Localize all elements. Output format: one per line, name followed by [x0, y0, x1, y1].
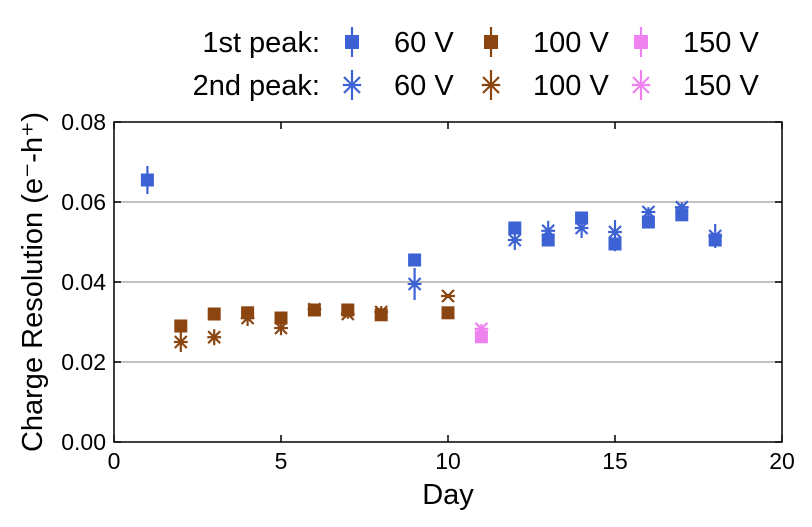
- y-tick-label: 0.08: [61, 109, 106, 135]
- star-marker-day-17: [674, 200, 689, 214]
- legend-marker-square-60v: [345, 27, 359, 57]
- legend-marker-square-100v: [484, 27, 498, 57]
- y-tick-label: 0.00: [61, 429, 106, 455]
- legend-entry-label: 100 V: [533, 70, 609, 102]
- star-marker-day-15: [608, 220, 622, 244]
- legend-marker-star-100v: [481, 70, 501, 100]
- legend-entry-label: 60 V: [394, 27, 454, 59]
- legend-row-label: 1st peak:: [202, 27, 320, 59]
- square-marker-day-3: [207, 307, 221, 321]
- x-tick-label: 5: [275, 448, 288, 474]
- legend: 1st peak: 60 V 100 V 150 V 2nd peak: 60 V 100 …: [193, 27, 759, 102]
- x-tick-label: 15: [602, 448, 628, 474]
- star-marker-day-10: [441, 289, 455, 303]
- axis-ticks: 0 5 10 15 20 0.00 0.02 0.04 0.06 0.08: [61, 109, 795, 474]
- star-marker-day-12: [507, 230, 522, 250]
- legend-entry-label: 150 V: [683, 70, 759, 102]
- star-marker-day-13: [541, 220, 556, 241]
- square-marker-day-1: [140, 166, 154, 194]
- gridlines: [114, 201, 782, 363]
- series-2nd-peak-100v: [173, 289, 455, 352]
- star-marker-day-11: [474, 322, 489, 336]
- legend-marker-square-150v: [634, 27, 648, 57]
- x-tick-label: 20: [769, 448, 795, 474]
- x-axis-title: Day: [422, 479, 474, 511]
- legend-entry-label: 100 V: [533, 27, 609, 59]
- star-marker-day-2: [173, 332, 188, 352]
- y-tick-label: 0.04: [61, 269, 106, 295]
- y-tick-label: 0.06: [61, 189, 106, 215]
- legend-marker-star-150v: [631, 70, 651, 100]
- data-points: [140, 166, 723, 352]
- square-marker-day-16: [641, 215, 655, 229]
- legend-entry-label: 60 V: [394, 70, 454, 102]
- square-marker-day-5: [274, 311, 288, 325]
- y-tick-label: 0.02: [61, 349, 106, 375]
- square-marker-day-10: [441, 306, 455, 320]
- star-marker-day-9: [407, 268, 422, 300]
- legend-row-label: 2nd peak:: [193, 70, 320, 102]
- star-marker-day-14: [574, 218, 589, 238]
- series-2nd-peak-150v: [474, 322, 489, 336]
- legend-marker-star-60v: [342, 70, 362, 100]
- x-tick-label: 0: [108, 448, 121, 474]
- series-2nd-peak-60v: [407, 200, 723, 300]
- star-marker-day-7: [340, 307, 355, 321]
- series-1st-peak-60v: [140, 166, 722, 267]
- legend-entry-label: 150 V: [683, 27, 759, 59]
- star-marker-day-3: [207, 329, 222, 346]
- star-marker-day-4: [240, 310, 255, 326]
- square-marker-day-2: [174, 319, 188, 333]
- y-axis-title: Charge Resolution (e⁻-h⁺): [17, 112, 49, 452]
- square-marker-day-9: [408, 253, 422, 267]
- star-marker-day-16: [641, 205, 656, 219]
- star-marker-day-18: [708, 224, 723, 248]
- x-tick-label: 10: [435, 448, 461, 474]
- star-marker-day-8: [374, 305, 389, 319]
- star-marker-day-6: [307, 302, 322, 316]
- star-marker-day-5: [274, 320, 288, 336]
